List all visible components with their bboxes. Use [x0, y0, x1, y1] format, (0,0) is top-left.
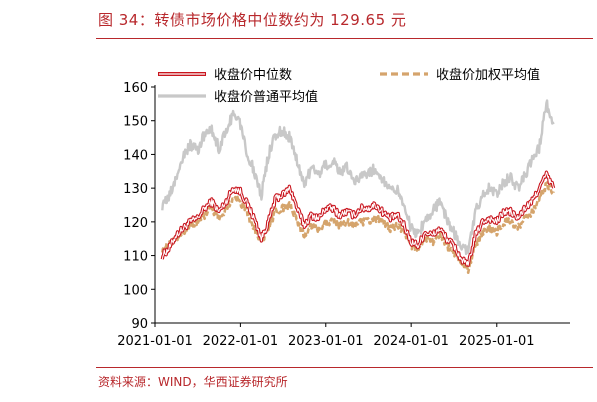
y-tick-label: 120 — [123, 216, 148, 231]
chart-title: 图 34：转债市场价格中位数约为 129.65 元 — [98, 11, 407, 29]
series-line-simple-average — [161, 99, 555, 256]
x-tick-label: 2025-01-01 — [459, 334, 535, 349]
x-tick-label: 2023-01-01 — [288, 334, 364, 349]
legend-item-median: 收盘价中位数 — [158, 67, 292, 83]
source-divider — [96, 367, 593, 368]
y-tick-label: 90 — [131, 317, 148, 332]
axis-layer: 90 100 110 120 130 140 150 160 2021-01-01 2022-01… — [117, 81, 570, 349]
y-tick-label: 100 — [123, 283, 148, 298]
legend-label: 收盘价中位数 — [214, 67, 292, 83]
x-tick-label: 2024-01-01 — [373, 334, 449, 349]
series-line-median-inner — [161, 171, 555, 266]
x-tick-label: 2022-01-01 — [203, 334, 279, 349]
legend-label: 收盘价普通平均值 — [214, 89, 318, 105]
source-note: 资料来源：WIND，华西证券研究所 — [98, 375, 288, 389]
legend-item-weighted-average: 收盘价加权平均值 — [380, 67, 540, 83]
series-line-weighted-average — [161, 181, 555, 274]
y-tick-label: 140 — [123, 148, 148, 163]
title-divider — [96, 38, 593, 39]
series-layer — [160, 99, 556, 274]
y-tick-label: 160 — [123, 81, 148, 96]
legend-item-simple-average: 收盘价普通平均值 — [158, 89, 318, 105]
y-tick-label: 130 — [123, 182, 148, 197]
y-tick-label: 150 — [123, 115, 148, 130]
x-tick-label: 2021-01-01 — [117, 334, 193, 349]
y-tick-label: 110 — [123, 250, 148, 265]
legend-label: 收盘价加权平均值 — [436, 67, 540, 83]
